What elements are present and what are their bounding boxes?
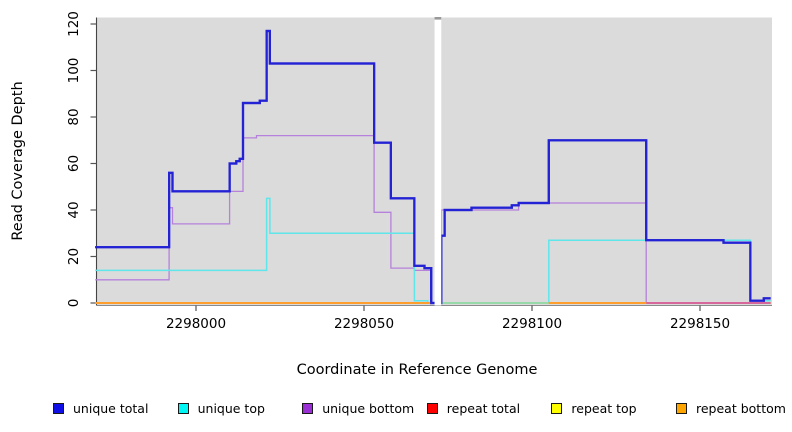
legend-swatch-icon	[53, 402, 64, 414]
legend-label: unique total	[73, 400, 149, 416]
plot-layer: 0 20 40 60 80 100 120 2298000 2298050 2298100 2298…	[66, 11, 772, 332]
legend-item-repeat-bottom: repeat bottom	[676, 398, 786, 418]
legend-label: repeat total	[446, 400, 521, 416]
x-tick-label: 2298000	[166, 316, 226, 332]
y-tick-label: 80	[66, 108, 82, 125]
coverage-gap-band	[434, 17, 442, 306]
x-tick-label: 2298050	[334, 316, 394, 332]
legend: unique total unique top unique bottom repea…	[0, 398, 792, 422]
legend-label: unique top	[197, 400, 265, 416]
series-unique-bottom	[95, 134, 771, 304]
y-tick-label: 100	[66, 58, 82, 84]
y-tick-label: 20	[66, 248, 82, 265]
series-unique-total-top	[95, 29, 771, 305]
legend-item-repeat-total: repeat total	[426, 398, 521, 418]
x-tick-label: 2298150	[670, 316, 730, 332]
x-tick-label: 2298100	[502, 316, 562, 332]
x-axis-title: Coordinate in Reference Genome	[297, 362, 538, 378]
legend-swatch-icon	[676, 402, 687, 414]
y-tick-label: 120	[66, 11, 82, 37]
legend-swatch-icon	[302, 402, 314, 414]
legend-swatch-icon	[177, 402, 189, 414]
legend-item-unique-bottom: unique bottom	[302, 398, 414, 418]
y-tick-label: 40	[66, 201, 82, 218]
plot-area	[96, 17, 772, 306]
legend-label: repeat top	[571, 400, 637, 416]
legend-swatch-icon	[551, 402, 563, 414]
y-axis-title: Read Coverage Depth	[10, 81, 26, 240]
legend-item-unique-top: unique top	[177, 398, 265, 418]
legend-item-repeat-top: repeat top	[551, 398, 637, 418]
legend-item-unique-total: unique total	[53, 398, 148, 418]
legend-label: repeat bottom	[696, 400, 786, 416]
y-tick-label: 0	[66, 299, 82, 308]
coverage-gap-cap	[434, 17, 442, 20]
legend-label: unique bottom	[322, 400, 415, 416]
y-tick-label: 60	[66, 155, 82, 172]
legend-swatch-icon	[426, 402, 438, 414]
